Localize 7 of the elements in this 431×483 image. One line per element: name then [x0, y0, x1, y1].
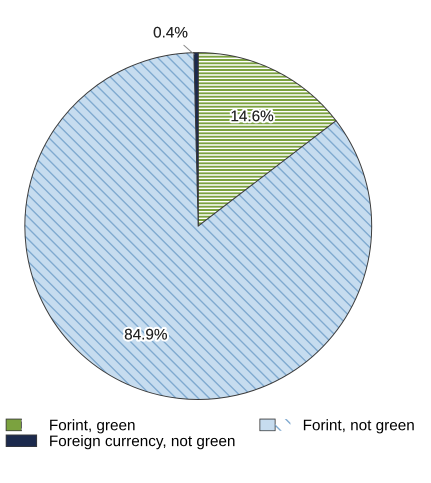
legend-label: Foreign currency, not green	[50, 435, 234, 450]
legend-label: Forint, green	[50, 419, 135, 434]
data-label: 84.9%	[124, 328, 167, 340]
pie-slice	[25, 52, 372, 400]
data-label: 14.6%	[232, 110, 274, 122]
legend-label: Forint, not green	[304, 419, 414, 434]
data-label: 0.4%	[154, 26, 188, 38]
